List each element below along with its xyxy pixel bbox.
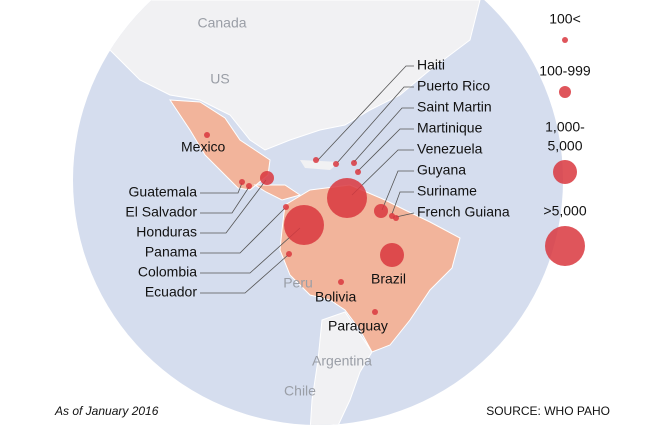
country-label: Suriname (417, 183, 477, 199)
country-label: Puerto Rico (417, 78, 490, 94)
land (73, 0, 481, 425)
country-label: Colombia (138, 264, 197, 280)
region-label: US (210, 71, 229, 87)
case-dots (204, 132, 404, 315)
legend-label: 100-999 (539, 63, 591, 79)
region-label: Argentina (312, 353, 372, 369)
country-label: Guatemala (129, 184, 198, 200)
country-label: Venezuela (417, 141, 483, 157)
source: SOURCE: WHO PAHO (486, 404, 610, 418)
legend-label: 100< (549, 11, 581, 27)
legend: 100< 100-999 1,000- 5,000 >5,000 (539, 11, 591, 266)
country-label: Brazil (371, 271, 406, 287)
country-label: Honduras (136, 224, 197, 240)
legend-label: 5,000 (547, 138, 582, 154)
country-label: Paraguay (328, 318, 388, 334)
country-label: French Guiana (417, 204, 510, 220)
country-label: Saint Martin (417, 99, 492, 115)
region-label: Canada (197, 15, 246, 31)
country-label: Mexico (181, 139, 226, 155)
legend-label: 1,000- (545, 119, 585, 135)
country-label: Bolivia (315, 289, 356, 305)
country-label: Martinique (417, 120, 483, 136)
region-label: Peru (283, 275, 313, 291)
country-label: El Salvador (125, 204, 197, 220)
country-label: Ecuador (145, 284, 197, 300)
leader-lines (200, 65, 415, 294)
country-label: Haiti (417, 57, 445, 73)
country-label: Guyana (417, 162, 466, 178)
legend-label: >5,000 (543, 203, 586, 219)
country-label: Panama (145, 244, 197, 260)
note: As of January 2016 (54, 404, 159, 418)
region-label: Chile (284, 383, 316, 399)
